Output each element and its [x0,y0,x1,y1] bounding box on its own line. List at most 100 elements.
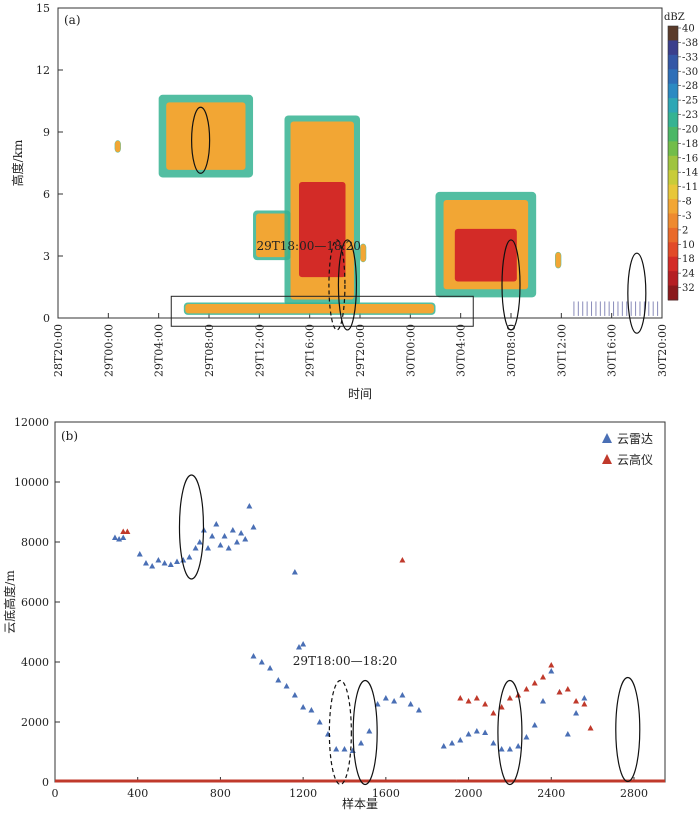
x-tick-label: 28T20:00 [52,324,65,377]
ceilometer-point [457,695,464,701]
ceilometer-point [120,528,127,534]
y-tick-label: 4000 [21,656,49,669]
radar-point [573,710,580,716]
radar-point [465,731,472,737]
radar-point [275,677,282,683]
colorbar-segment [668,26,678,41]
y-tick-label: 3 [43,250,50,263]
x-tick-label: 29T12:00 [253,324,266,377]
x-tick-label: 30T08:00 [505,324,518,377]
highlight-ellipse [178,474,205,580]
colorbar-label: -3 [682,211,692,222]
y-tick-label: 12 [36,64,50,77]
legend: 云雷达 云高仪 [602,432,653,467]
y-tick-label: 8000 [21,536,49,549]
radar-point [457,737,464,743]
radar-point [186,554,193,560]
radar-point [196,539,203,545]
radar-point [366,728,373,734]
ceilometer-point [531,680,538,686]
radar-point [217,542,224,548]
radar-point [155,557,162,563]
colorbar-label: -38 [682,38,698,49]
cloud-body [158,94,254,178]
x-tick-label: 800 [210,787,231,800]
colorbar-segment [668,69,678,85]
radar-point [283,683,290,689]
radar-point [291,692,298,698]
radar-point [308,707,315,713]
colorbar-label: -30 [682,67,698,78]
highlight-ellipse [328,679,352,786]
colorbar-label: 10 [682,240,695,251]
panel-a-ellipses [191,106,647,334]
colorbar-label: -20 [682,124,698,135]
legend-radar-marker [602,433,612,443]
cloud-body [183,302,436,315]
panel-a-y-label: 高度/km [10,139,25,186]
radar-point [407,701,414,707]
highlight-ellipse [497,679,523,786]
radar-point [300,641,307,647]
x-tick-label: 0 [52,787,59,800]
panel-b-x-label: 样本量 [342,796,378,811]
radar-point [449,740,456,746]
x-tick-label: 29T16:00 [304,324,317,377]
cloud-echo-strong [454,228,517,282]
x-tick-label: 2400 [537,787,565,800]
low-cloud-box [170,295,474,327]
radar-point [258,659,265,665]
ceilometer-point [564,686,571,692]
radar-point [250,524,257,530]
colorbar-segment [668,184,678,200]
x-tick-label: 30T20:00 [656,324,669,377]
panel-a-x-axis: 28T20:00 29T00:00 29T04:00 29T08:00 29T12:00… [52,313,669,377]
colorbar-segment [668,285,678,301]
radar-point [136,551,143,557]
cloud-echo-moderate [185,303,435,314]
highlight-ellipse [352,679,378,786]
ceilometer-point [124,528,131,534]
colorbar-label: -8 [682,197,692,208]
colorbar-segment [668,112,678,128]
cloud-body [555,251,562,269]
radar-point [564,731,571,737]
highlight-ellipse [328,239,346,331]
ceilometer-point [482,701,489,707]
colorbar-label: 24 [682,269,695,280]
highlight-ellipse [627,252,647,334]
radar-point [242,536,249,542]
radar-point [523,734,530,740]
ceilometer-point [473,695,480,701]
radar-point [490,740,497,746]
radar-point [399,692,406,698]
y-tick-label: 6 [43,188,50,201]
ceilometer-point [573,698,580,704]
ceilometer-point [465,698,472,704]
ceilometer-point [556,689,563,695]
colorbar-segment [668,40,678,56]
x-tick-label: 30T12:00 [555,324,568,377]
radar-point [149,563,156,569]
colorbar-label: 2 [682,225,688,236]
radar-point [440,743,447,749]
y-tick-label: 15 [36,2,50,15]
radar-point [531,722,538,728]
panel-b-ellipses [178,474,641,786]
radar-point [267,665,274,671]
colorbar-segment [668,227,678,243]
radar-point [391,698,398,704]
radar-point [233,539,240,545]
colorbar-frame [667,25,679,301]
cloud-body [435,191,537,298]
radar-point [540,698,546,704]
x-tick-label: 30T04:00 [455,324,468,377]
radar-point [161,560,168,566]
radar-point [296,644,302,650]
radar-point [382,695,389,701]
x-tick-label: 29T04:00 [153,324,166,377]
panel-a-label: (a) [64,13,81,27]
radar-point [473,728,480,734]
radar-point [229,527,236,533]
